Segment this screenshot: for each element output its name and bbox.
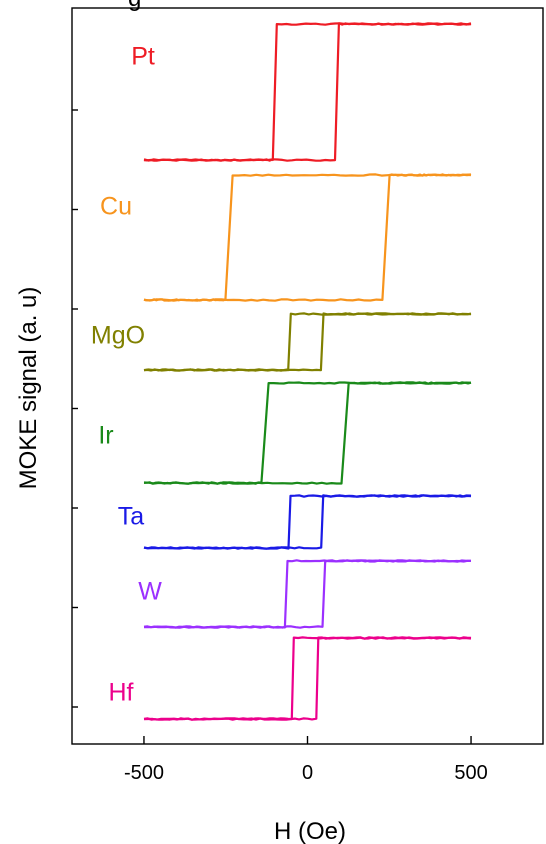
hysteresis-branch-descending bbox=[143, 494, 472, 550]
y-axis-ticks bbox=[72, 109, 78, 708]
hysteresis-branch-ascending bbox=[143, 494, 472, 550]
chart-title: g bbox=[128, 0, 141, 12]
y-axis-label: MOKE signal (a. u) bbox=[15, 287, 42, 490]
hysteresis-branch-ascending bbox=[143, 173, 472, 302]
series-label: Cu bbox=[100, 193, 132, 221]
hysteresis-branch-ascending bbox=[143, 559, 472, 629]
hysteresis-branch-ascending bbox=[143, 381, 472, 485]
series-layer bbox=[143, 22, 472, 721]
series-labels: Pt Cu MgO Ir Ta W Hf bbox=[91, 43, 162, 707]
x-tick-label: 500 bbox=[454, 762, 487, 784]
hysteresis-branch-descending bbox=[143, 22, 472, 162]
x-tick-label: -500 bbox=[124, 762, 164, 784]
x-axis-tick-labels: -500 0 500 bbox=[124, 762, 488, 784]
series-label: Ir bbox=[98, 422, 113, 450]
hysteresis-branch-descending bbox=[143, 173, 472, 302]
hysteresis-branch-ascending bbox=[143, 636, 472, 721]
x-tick-label: 0 bbox=[302, 762, 313, 784]
hysteresis-branch-descending bbox=[143, 636, 472, 721]
x-axis-ticks bbox=[143, 736, 472, 744]
hysteresis-branch-ascending bbox=[143, 22, 472, 162]
x-axis-label: H (Oe) bbox=[274, 818, 346, 844]
series-label: MgO bbox=[91, 322, 145, 350]
series-label: W bbox=[138, 578, 162, 606]
hysteresis-branch-descending bbox=[143, 559, 472, 629]
hysteresis-branch-descending bbox=[143, 312, 472, 372]
hysteresis-branch-descending bbox=[143, 381, 472, 485]
series-label: Ta bbox=[118, 503, 145, 531]
plot-frame bbox=[71, 7, 544, 745]
hysteresis-branch-ascending bbox=[143, 312, 472, 372]
series-label: Pt bbox=[131, 43, 155, 71]
series-label: Hf bbox=[109, 679, 134, 707]
